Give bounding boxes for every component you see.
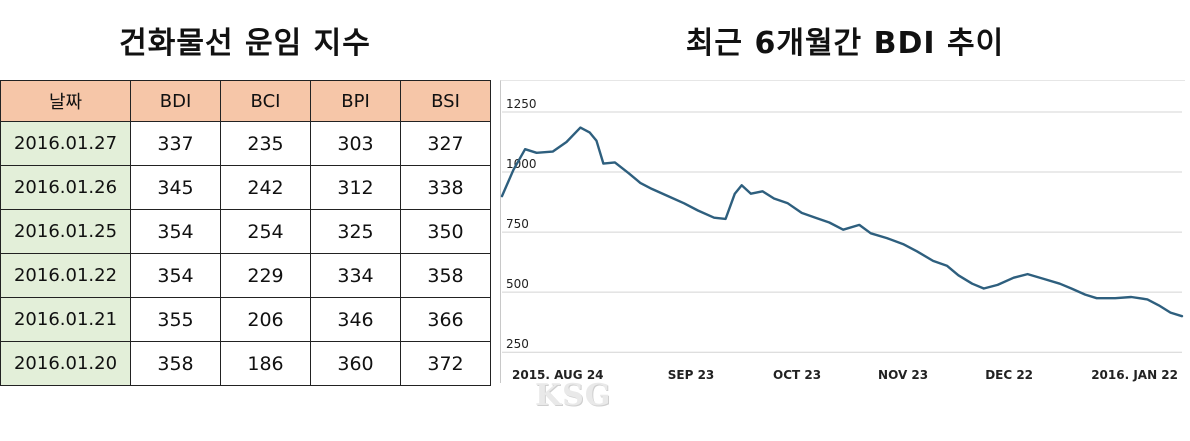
x-tick-label: DEC 22 [985, 368, 1033, 382]
table-row: 2016.01.21 355 206 346 366 [0, 297, 491, 342]
chart-title: 최근 6개월간 BDI 추이 [685, 26, 1005, 61]
table-row: 2016.01.22 354 229 334 358 [0, 253, 491, 298]
cell-bci: 186 [220, 341, 311, 386]
x-tick-label: NOV 23 [878, 368, 928, 382]
cell-bsi: 350 [400, 209, 491, 254]
cell-bpi: 334 [310, 253, 401, 298]
y-tick-label: 1250 [506, 97, 537, 111]
chart-frame [500, 80, 1185, 383]
cell-bdi: 337 [130, 121, 221, 166]
header-bpi: BPI [310, 80, 401, 122]
x-tick-label: OCT 23 [773, 368, 821, 382]
cell-date: 2016.01.25 [0, 209, 131, 254]
y-tick-label: 750 [506, 217, 529, 231]
cell-bsi: 372 [400, 341, 491, 386]
cell-bdi: 354 [130, 209, 221, 254]
ksg-watermark: KSG [535, 378, 612, 413]
cell-bci: 242 [220, 165, 311, 210]
x-tick-label: SEP 23 [668, 368, 715, 382]
cell-bci: 229 [220, 253, 311, 298]
cell-bsi: 358 [400, 253, 491, 298]
header-date: 날짜 [0, 80, 131, 122]
table-row: 2016.01.25 354 254 325 350 [0, 209, 491, 254]
cell-bpi: 325 [310, 209, 401, 254]
y-tick-label: 250 [506, 337, 529, 351]
cell-bsi: 366 [400, 297, 491, 342]
cell-date: 2016.01.27 [0, 121, 131, 166]
cell-bdi: 354 [130, 253, 221, 298]
table-row: 2016.01.20 358 186 360 372 [0, 341, 491, 386]
cell-bci: 254 [220, 209, 311, 254]
table-row: 2016.01.27 337 235 303 327 [0, 121, 491, 166]
table-row: 2016.01.26 345 242 312 338 [0, 165, 491, 210]
cell-bdi: 345 [130, 165, 221, 210]
cell-bpi: 303 [310, 121, 401, 166]
cell-date: 2016.01.20 [0, 341, 131, 386]
cell-date: 2016.01.26 [0, 165, 131, 210]
freight-index-table: 날짜 BDI BCI BPI BSI 2016.01.27 337 235 30… [0, 80, 491, 386]
series-line-bdi [500, 126, 1184, 318]
cell-bsi: 338 [400, 165, 491, 210]
cell-bsi: 327 [400, 121, 491, 166]
table-title: 건화물선 운임 지수 [119, 26, 371, 61]
header-bci: BCI [220, 80, 311, 122]
x-tick-label: 2016. JAN 22 [1091, 368, 1178, 382]
cell-bci: 206 [220, 297, 311, 342]
cell-date: 2016.01.22 [0, 253, 131, 298]
header-bdi: BDI [130, 80, 221, 122]
cell-bdi: 355 [130, 297, 221, 342]
cell-bci: 235 [220, 121, 311, 166]
cell-bdi: 358 [130, 341, 221, 386]
y-tick-label: 500 [506, 277, 529, 291]
y-tick-label: 1000 [506, 157, 537, 171]
cell-bpi: 346 [310, 297, 401, 342]
cell-date: 2016.01.21 [0, 297, 131, 342]
cell-bpi: 312 [310, 165, 401, 210]
bdi-line-chart: 1250 1000 750 500 250 2015. AUG 24 SEP 23 OCT 2… [500, 97, 1184, 382]
cell-bpi: 360 [310, 341, 401, 386]
x-tick-label: 2015. AUG 24 [512, 368, 604, 382]
table-header-row: 날짜 BDI BCI BPI BSI [0, 80, 491, 122]
header-bsi: BSI [400, 80, 491, 122]
